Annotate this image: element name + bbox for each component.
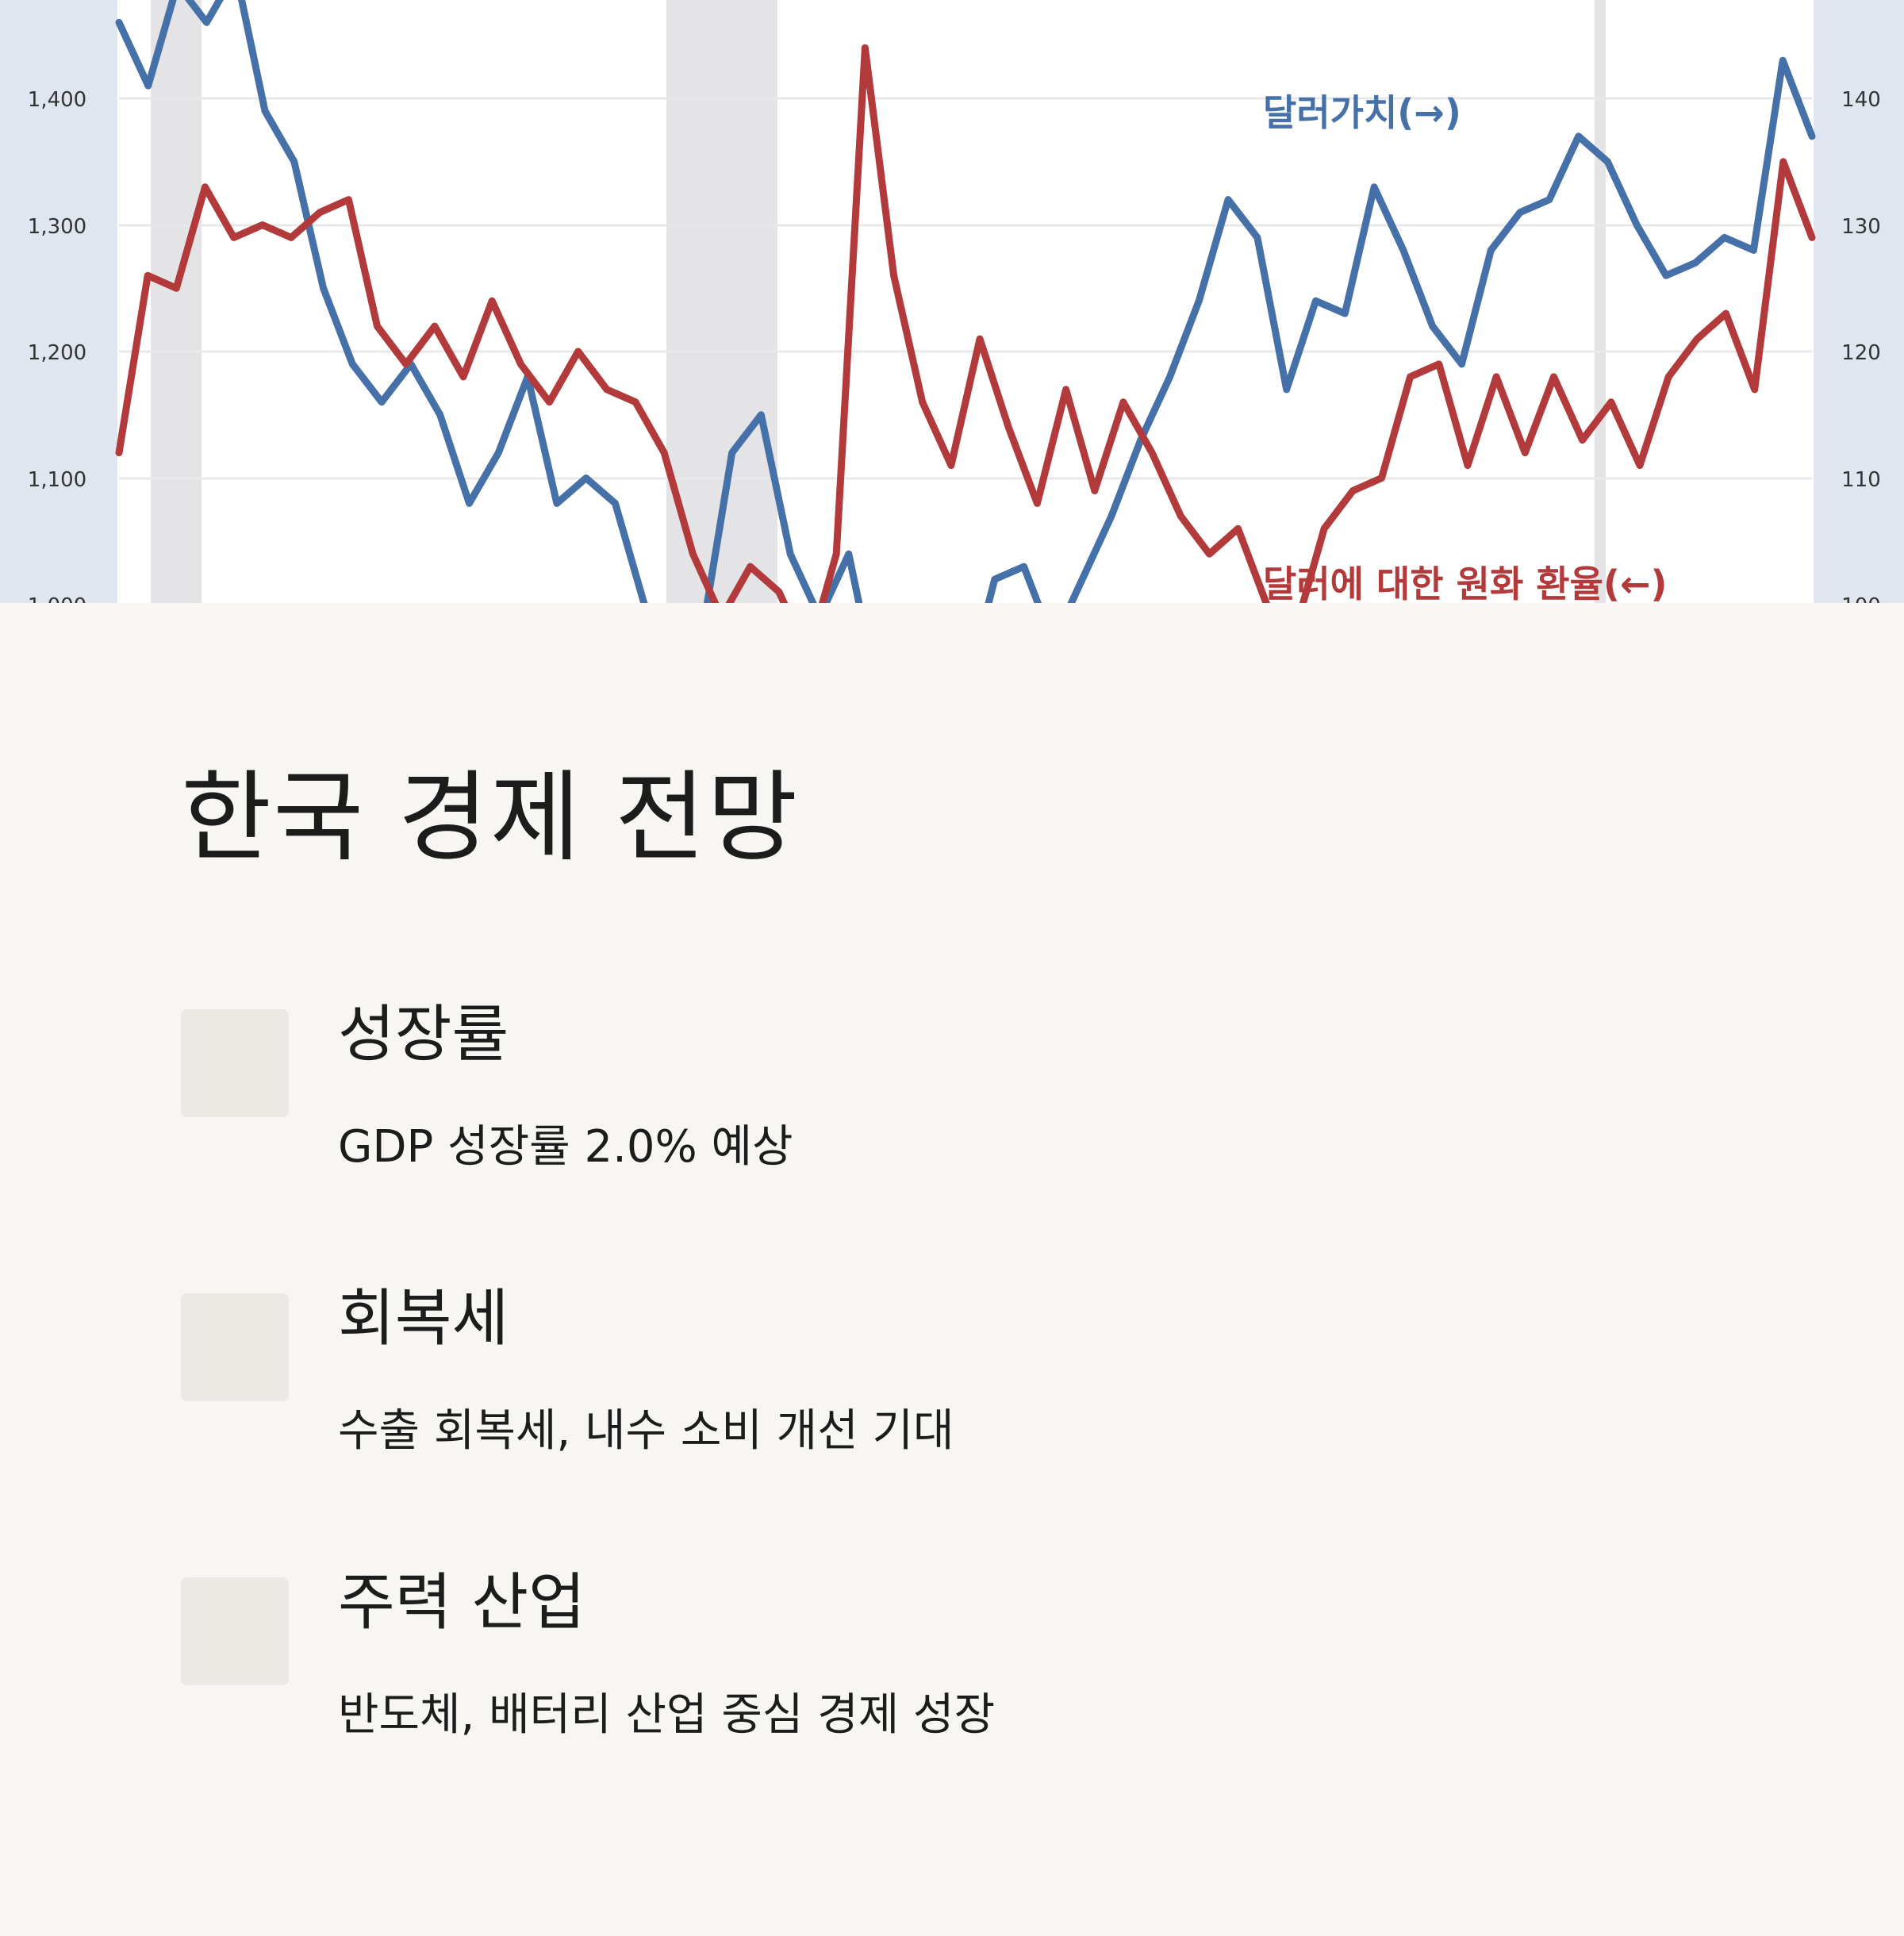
feature-description: 반도체, 배터리 산업 중심 경제 성장 bbox=[338, 1689, 996, 1741]
left-axis-panel bbox=[0, 0, 117, 603]
feature-title: 회복세 bbox=[338, 1283, 509, 1354]
chart-background bbox=[0, 0, 1904, 603]
feature-item: 성장률 GDP 성장률 2.0% 예상 bbox=[181, 999, 1688, 1216]
left-axis-tick-label: 1,000 bbox=[28, 594, 86, 603]
right-axis-tick-label: 130 bbox=[1841, 215, 1881, 239]
feature-title: 성장률 bbox=[338, 999, 509, 1070]
won-series-label: 달러에 대한 원화 환율(←) bbox=[1263, 563, 1668, 603]
left-axis-tick-label: 1,100 bbox=[28, 468, 86, 492]
left-axis-tick-label: 1,300 bbox=[28, 215, 86, 239]
main-content: 한국 경제 전망 성장률 GDP 성장률 2.0% 예상 회복세 수출 회복세,… bbox=[181, 761, 1688, 1741]
dollar-value-line bbox=[115, 0, 1816, 603]
right-axis-tick-label: 120 bbox=[1841, 341, 1881, 365]
feature-description: 수출 회복세, 내수 소비 개선 기대 bbox=[338, 1405, 954, 1457]
recession-band bbox=[151, 0, 202, 603]
dollar-series-label: 달러가치(→) bbox=[1263, 91, 1461, 134]
right-axis-tick-label: 140 bbox=[1841, 88, 1881, 112]
right-axis-tick-label: 100 bbox=[1841, 594, 1881, 603]
page-title: 한국 경제 전망 bbox=[181, 761, 800, 875]
exchange-rate-chart: 1,400 1,300 1,200 1,100 1,000 140 130 120 110 10… bbox=[0, 0, 1904, 603]
won-exchange-rate-line bbox=[115, 44, 1816, 603]
feature-item: 주력 산업 반도체, 배터리 산업 중심 경제 성장 bbox=[181, 1567, 1688, 1784]
feature-title: 주력 산업 bbox=[338, 1567, 585, 1638]
feature-icon-placeholder bbox=[181, 1009, 289, 1117]
recession-band bbox=[1595, 0, 1606, 603]
right-axis-tick-label: 110 bbox=[1841, 468, 1881, 492]
left-axis-tick-label: 1,400 bbox=[28, 88, 86, 112]
hero-chart-image: 1,400 1,300 1,200 1,100 1,000 140 130 120 110 10… bbox=[0, 0, 1904, 603]
feature-icon-placeholder bbox=[181, 1293, 289, 1401]
feature-icon-placeholder bbox=[181, 1577, 289, 1685]
right-axis-panel bbox=[1814, 0, 1904, 603]
left-axis-tick-label: 1,200 bbox=[28, 341, 86, 365]
feature-description: GDP 성장률 2.0% 예상 bbox=[338, 1121, 793, 1173]
feature-item: 회복세 수출 회복세, 내수 소비 개선 기대 bbox=[181, 1283, 1688, 1500]
